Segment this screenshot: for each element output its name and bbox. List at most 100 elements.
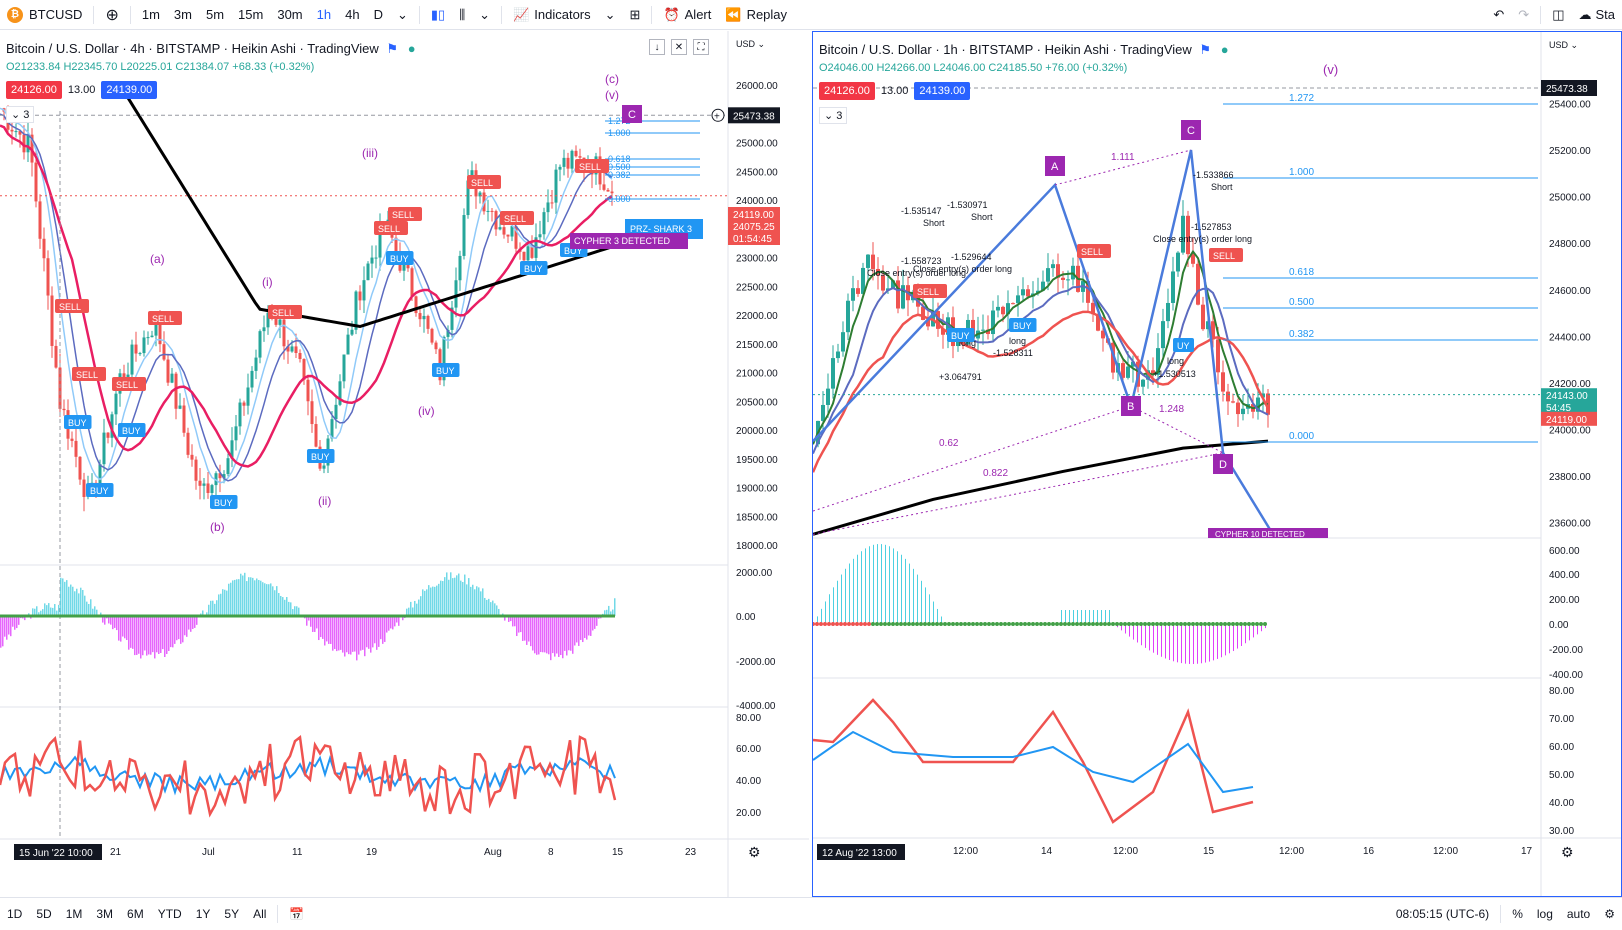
interval-5m[interactable]: 5m xyxy=(205,7,225,22)
interval-1h[interactable]: 1h xyxy=(316,7,332,22)
range-6m[interactable]: 6M xyxy=(127,907,144,921)
macd-bar xyxy=(889,546,890,624)
interval-15m[interactable]: 15m xyxy=(238,7,264,22)
candle-body xyxy=(530,246,534,258)
candle-body xyxy=(1016,295,1020,304)
wave-label: (ii) xyxy=(318,494,331,508)
macd-bar xyxy=(346,616,348,653)
candle-body xyxy=(350,329,354,335)
interval-D[interactable]: D xyxy=(373,7,383,22)
candle-body xyxy=(1061,277,1065,280)
macd-bar xyxy=(422,589,424,616)
alert-button[interactable]: ⏰ Alert xyxy=(656,0,718,30)
candle-body xyxy=(238,402,242,427)
sell-signal: SELL xyxy=(116,380,138,390)
macd-dot xyxy=(951,622,955,626)
sell-price-button[interactable]: 24126.00 xyxy=(6,81,62,99)
price-tick-label: 24600.00 xyxy=(1549,286,1591,297)
symbol-search[interactable]: ₿ BTCUSD xyxy=(0,0,89,30)
candle-body xyxy=(138,353,142,355)
macd-dot xyxy=(1255,622,1259,626)
interval-30m[interactable]: 30m xyxy=(277,7,303,22)
last-price-bg xyxy=(1541,388,1597,415)
macd-bar xyxy=(246,581,248,616)
macd-bar xyxy=(1161,624,1162,657)
macd-bar xyxy=(210,600,212,616)
indicators-collapse-button[interactable]: ⌄ 3 xyxy=(6,106,35,123)
chart-type-button[interactable]: ⫼ xyxy=(452,0,472,30)
indicators-button[interactable]: 📈 Indicators xyxy=(506,0,598,30)
interval-dropdown[interactable]: ⌄ xyxy=(390,0,415,30)
sell-signal: SELL xyxy=(378,224,400,234)
range-5d[interactable]: 5D xyxy=(36,907,52,921)
macd-bar xyxy=(260,580,262,616)
interval-3m[interactable]: 3m xyxy=(173,7,192,22)
buy-signal: BUY xyxy=(90,486,109,496)
layout-button[interactable]: ◫ xyxy=(1545,0,1571,30)
price-tick-label: 26000.00 xyxy=(736,81,778,92)
chart-pane-right[interactable]: 25400.00 25200.00 25000.00 24800.00 24600.00… xyxy=(812,31,1622,897)
chart-pane-left[interactable]: 26000.0025500.0025000.0024500.0024000.00… xyxy=(0,31,810,897)
price-tick-label: 23800.00 xyxy=(1549,472,1591,483)
auto-toggle[interactable]: auto xyxy=(1566,907,1591,921)
chart-type-dropdown[interactable]: ⌄ xyxy=(472,0,497,30)
sell-signal-bg xyxy=(148,311,182,325)
macd-bar xyxy=(432,586,434,616)
macd-tick-label: 0.00 xyxy=(1549,620,1569,631)
macd-bar xyxy=(162,616,164,650)
buy-price-button[interactable]: 24139.00 xyxy=(101,81,158,99)
compare-button[interactable]: ⊕ xyxy=(98,0,125,30)
macd-dot xyxy=(1259,622,1263,626)
range-3m[interactable]: 3M xyxy=(96,907,114,921)
percent-toggle[interactable]: % xyxy=(1512,907,1523,921)
time-tick-label: 15 xyxy=(1203,846,1215,857)
macd-tick-label: -2000.00 xyxy=(736,657,776,668)
range-ytd[interactable]: YTD xyxy=(157,907,182,921)
range-all[interactable]: All xyxy=(253,907,267,921)
clock-label[interactable]: 08:05:15 (UTC-6) xyxy=(1395,907,1490,921)
indicators-dropdown[interactable]: ⌄ xyxy=(598,0,623,30)
chart-canvas-right[interactable]: 25400.00 25200.00 25000.00 24800.00 24600.00… xyxy=(813,32,1621,896)
settings-icon[interactable]: ⚙ xyxy=(1604,907,1615,921)
redo-button[interactable]: ↷ xyxy=(1511,0,1536,30)
candle-body xyxy=(901,285,905,309)
macd-bar xyxy=(4,616,6,637)
interval-4h[interactable]: 4h xyxy=(345,7,360,22)
range-5y[interactable]: 5Y xyxy=(224,907,240,921)
macd-bar xyxy=(1193,624,1194,664)
buy-price-button[interactable]: 24139.00 xyxy=(914,82,971,100)
candle-body xyxy=(442,336,446,381)
templates-button[interactable]: ⊞ xyxy=(623,0,648,30)
macd-dot xyxy=(1035,622,1039,626)
indicators-collapse-button[interactable]: ⌄ 3 xyxy=(819,107,848,124)
macd-bar xyxy=(94,606,96,616)
range-1y[interactable]: 1Y xyxy=(195,907,211,921)
candle-body xyxy=(926,319,930,327)
range-1d[interactable]: 1D xyxy=(7,907,23,921)
macd-bar xyxy=(286,597,288,616)
macd-dot xyxy=(1107,622,1111,626)
range-1m[interactable]: 1M xyxy=(65,907,83,921)
flag-icon[interactable]: ⚑ xyxy=(386,41,399,56)
maximize-icon[interactable]: ⛶ xyxy=(693,39,709,55)
bar-style-button[interactable]: ▮▯ xyxy=(424,0,452,30)
scroll-down-icon[interactable]: ↓ xyxy=(649,39,665,55)
macd-bar xyxy=(1085,610,1086,624)
macd-dot xyxy=(847,622,851,626)
candle-body xyxy=(921,306,925,320)
macd-bar xyxy=(334,616,336,650)
candle-body xyxy=(430,328,434,343)
cloud-button[interactable]: ☁ Sta xyxy=(1571,0,1622,30)
flag-icon[interactable]: ⚑ xyxy=(1199,42,1212,57)
chart-canvas-left[interactable]: 26000.0025500.0025000.0024500.0024000.00… xyxy=(0,31,810,897)
undo-button[interactable]: ↶ xyxy=(1486,0,1511,30)
interval-1m[interactable]: 1m xyxy=(141,7,160,22)
candle-body xyxy=(1051,264,1055,269)
log-toggle[interactable]: log xyxy=(1536,907,1553,921)
replay-button[interactable]: ⏪ Replay xyxy=(718,0,794,30)
sell-price-button[interactable]: 24126.00 xyxy=(819,82,875,100)
candle-body xyxy=(294,346,298,353)
close-icon[interactable]: ✕ xyxy=(671,39,687,55)
macd-bar xyxy=(232,580,234,616)
date-range-button[interactable]: 📅 xyxy=(282,907,311,921)
